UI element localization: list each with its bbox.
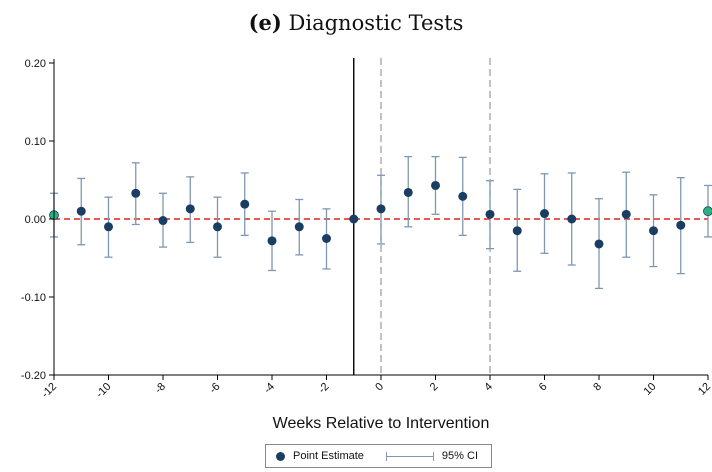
point-estimate	[349, 214, 359, 224]
point-estimate	[104, 222, 113, 232]
x-tick-label: 2	[428, 381, 441, 394]
legend: Point Estimate 95% CI	[265, 444, 492, 468]
chart-canvas: -0.20 -0.10 0.00 0.10 0.20 -12 -10 -8 -6 -4 -2 0 2 4 6…	[21, 58, 712, 432]
point-estimate	[567, 214, 577, 224]
x-axis-label: Weeks Relative to Intervention	[273, 415, 490, 432]
point-estimate	[240, 199, 250, 209]
point-estimate	[512, 226, 522, 236]
x-tick-label: -12	[39, 381, 59, 401]
point-estimate	[322, 234, 331, 243]
point-estimate	[403, 187, 413, 197]
x-tick-label: -10	[94, 381, 114, 401]
x-tick-label: -2	[316, 381, 331, 396]
chart-title-tag: (e)	[248, 10, 282, 35]
point-estimate	[131, 188, 141, 198]
point-estimate	[76, 206, 86, 216]
x-tick-label: 4	[482, 381, 495, 394]
x-tick-label: -8	[153, 381, 168, 396]
x-tick-label: 6	[537, 381, 550, 394]
legend-ci-marker	[385, 452, 434, 461]
legend-point-marker	[276, 451, 285, 461]
x-tick-label: -6	[207, 381, 222, 396]
x-tick-label: 8	[591, 381, 604, 394]
y-tick-label: 0.00	[25, 214, 46, 226]
point-estimate	[294, 222, 304, 232]
axes: -0.20 -0.10 0.00 0.10 0.20 -12 -10 -8 -6 -4 -2 0 2 4 6…	[21, 58, 712, 400]
point-estimate	[649, 226, 658, 236]
point-estimate	[676, 220, 686, 230]
point-estimate	[540, 209, 549, 219]
chart-title-text: Diagnostic Tests	[288, 11, 464, 35]
x-tick-label: 10	[641, 381, 658, 398]
point-estimate	[594, 239, 604, 249]
legend-item-ci: 95% CI	[374, 450, 478, 462]
legend-item-point-estimate: Point Estimate	[276, 450, 364, 462]
x-tick-label: -4	[262, 381, 277, 396]
legend-label-ci: 95% CI	[441, 450, 478, 462]
y-tick-label: 0.20	[25, 58, 46, 70]
point-estimate	[267, 236, 277, 246]
x-tick-label: 0	[373, 381, 386, 394]
x-tick-label: 12	[696, 381, 712, 398]
y-tick-label: -0.10	[21, 292, 46, 304]
point-estimate	[621, 209, 631, 219]
y-tick-label: -0.20	[21, 370, 46, 382]
point-estimate	[703, 206, 712, 217]
legend-label-point-estimate: Point Estimate	[293, 450, 364, 462]
y-tick-label: 0.10	[25, 136, 46, 148]
chart-title: (e) Diagnostic Tests	[0, 10, 712, 35]
point-estimate	[485, 209, 495, 219]
point-estimate	[158, 216, 168, 226]
point-estimate	[458, 191, 468, 201]
point-estimate	[185, 204, 195, 214]
point-estimate	[213, 222, 222, 232]
point-estimate	[431, 180, 440, 190]
point-estimate	[376, 204, 386, 214]
